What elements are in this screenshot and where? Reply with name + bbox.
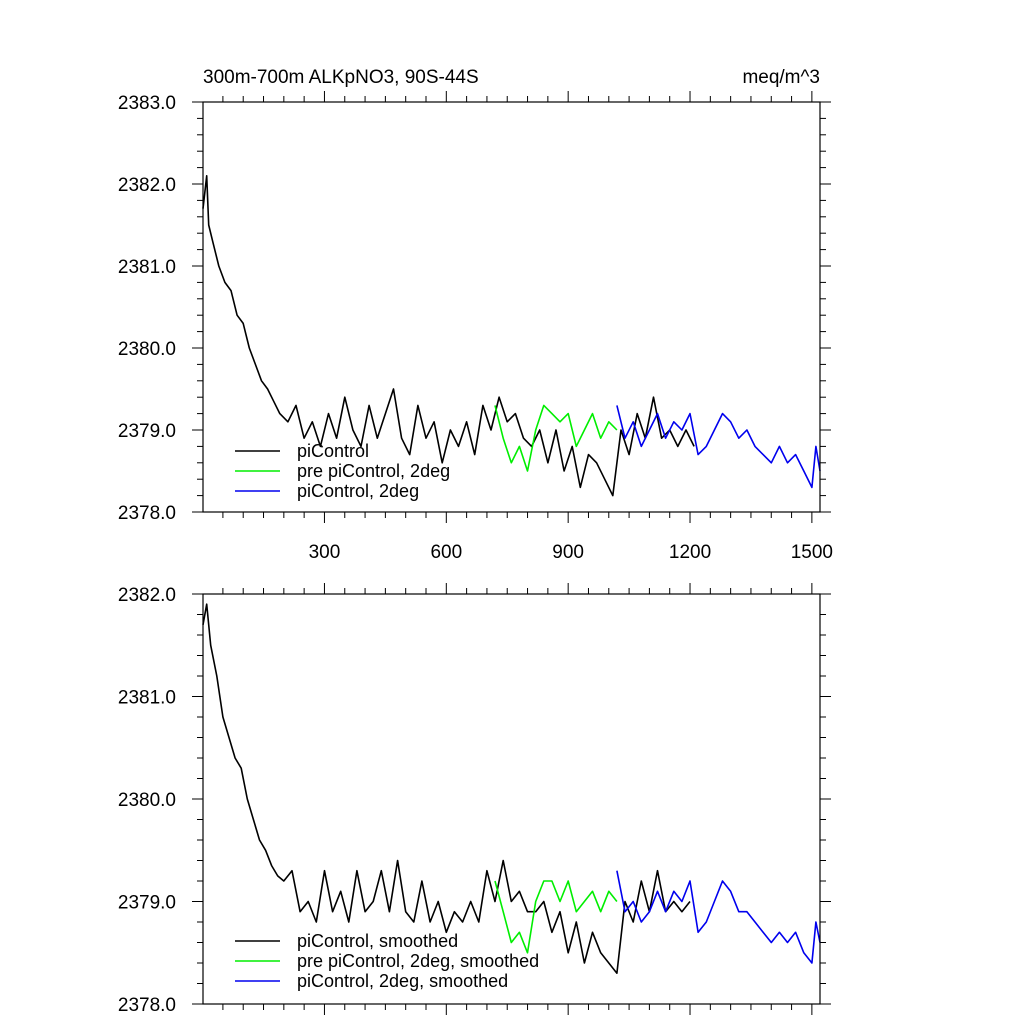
- legend-label: pre piControl, 2deg: [297, 461, 450, 481]
- legend-label: piControl, smoothed: [297, 931, 458, 951]
- series-line-1: [494, 404, 618, 472]
- series-line-0: [202, 603, 691, 975]
- legend-label: piControl, 2deg: [297, 481, 419, 501]
- top-panel-units: meq/m^3: [742, 67, 820, 88]
- y-tick-label: 2382.0: [118, 585, 176, 606]
- y-tick-label: 2379.0: [118, 421, 176, 442]
- bottom-panel-series: [202, 603, 821, 975]
- x-tick-label: 300: [309, 542, 341, 563]
- y-tick-label: 2379.0: [118, 893, 176, 914]
- bottom-panel-frame: [202, 593, 821, 1005]
- y-tick-label: 2383.0: [118, 93, 176, 114]
- x-tick-label: 600: [430, 542, 462, 563]
- y-tick-label: 2380.0: [118, 339, 176, 360]
- y-tick-label: 2381.0: [118, 257, 176, 278]
- x-tick-label: 900: [552, 542, 584, 563]
- series-line-1: [494, 880, 618, 954]
- x-tick-label: 1200: [669, 542, 711, 563]
- y-tick-label: 2378.0: [118, 995, 176, 1016]
- y-tick-label: 2378.0: [118, 503, 176, 524]
- y-tick-label: 2382.0: [118, 175, 176, 196]
- top-panel-ticks: 2378.0 2379.0 2380.0 2381.0 2382.0 2383.0 300 6…: [118, 91, 833, 563]
- legend-label: piControl: [297, 441, 369, 461]
- top-panel-title: 300m-700m ALKpNO3, 90S-44S: [203, 67, 479, 88]
- bottom-panel-ticks: 2378.0 2379.0 2380.0 2381.0 2382.0: [118, 583, 831, 1016]
- y-tick-label: 2380.0: [118, 790, 176, 811]
- top-panel: 300m-700m ALKpNO3, 90S-44S meq/m^3 2378.…: [118, 67, 833, 563]
- bottom-panel: 2378.0 2379.0 2380.0 2381.0 2382.0 piControl…: [118, 583, 831, 1016]
- legend-label: pre piControl, 2deg, smoothed: [297, 951, 539, 971]
- top-panel-frame: [202, 101, 821, 513]
- series-line-2: [616, 405, 821, 489]
- legend-label: piControl, 2deg, smoothed: [297, 971, 508, 991]
- series-line-2: [616, 870, 821, 964]
- top-panel-series: [202, 175, 821, 497]
- series-line-0: [202, 175, 695, 497]
- y-tick-label: 2381.0: [118, 688, 176, 709]
- x-tick-label: 1500: [791, 542, 833, 563]
